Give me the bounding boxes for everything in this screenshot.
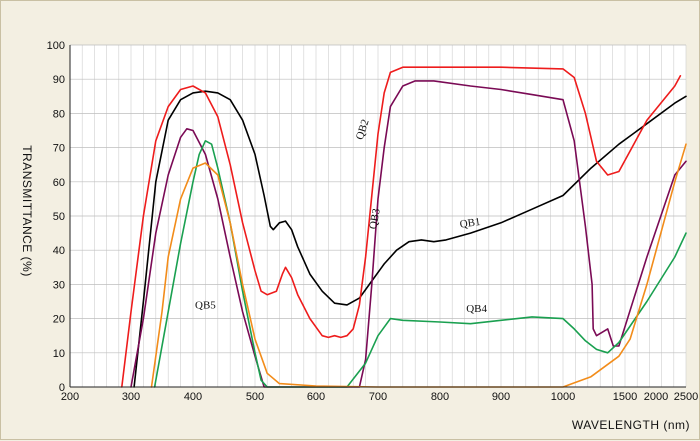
x-tick-label: 1500 [613,391,637,403]
x-tick-label: 400 [184,391,202,403]
series-label-qb5: QB5 [195,299,216,311]
x-tick-label: 2000 [644,391,668,403]
y-tick-label: 40 [53,245,65,257]
x-axis-title: WAVELENGTH (nm) [572,418,690,432]
y-tick-label: 20 [53,314,65,326]
series-layer [121,66,687,388]
y-axis-title: TRANSMITTANCE (%) [20,145,34,277]
series-label-qb1: QB1 [459,216,481,231]
y-tick-label: 30 [53,279,65,291]
x-tick-label: 2500 [674,391,698,403]
y-tick-label: 0 [59,382,65,394]
y-tick-labels: 0 10 20 30 40 50 60 70 80 90 100 [47,40,65,394]
y-tick-label: 10 [53,348,65,360]
y-tick-label: 100 [47,40,65,52]
series-line-qb2 [121,66,682,388]
series-line-qb5 [150,143,687,388]
x-tick-label: 1000 [551,391,575,403]
y-tick-label: 90 [53,74,65,86]
y-tick-label: 80 [53,108,65,120]
x-tick-labels: 200 300 400 500 600 700 800 900 1000 1500 2000 2500 [61,391,698,403]
x-tick-label: 300 [122,391,140,403]
x-tick-label: 800 [431,391,449,403]
y-tick-label: 60 [53,177,65,189]
series-label-qb4: QB4 [466,303,487,315]
series-line-qb4 [153,140,687,388]
axes [69,45,686,388]
series-line-qb1 [133,90,687,388]
x-tick-label: 200 [61,391,79,403]
x-tick-label: 900 [492,391,510,403]
y-tick-label: 70 [53,143,65,155]
x-tick-label: 600 [307,391,325,403]
x-tick-label: 700 [369,391,387,403]
x-tick-label: 500 [246,391,264,403]
y-tick-label: 50 [53,211,65,223]
series-label-qb3: QB3 [367,207,383,230]
series-line-qb3 [130,80,687,388]
